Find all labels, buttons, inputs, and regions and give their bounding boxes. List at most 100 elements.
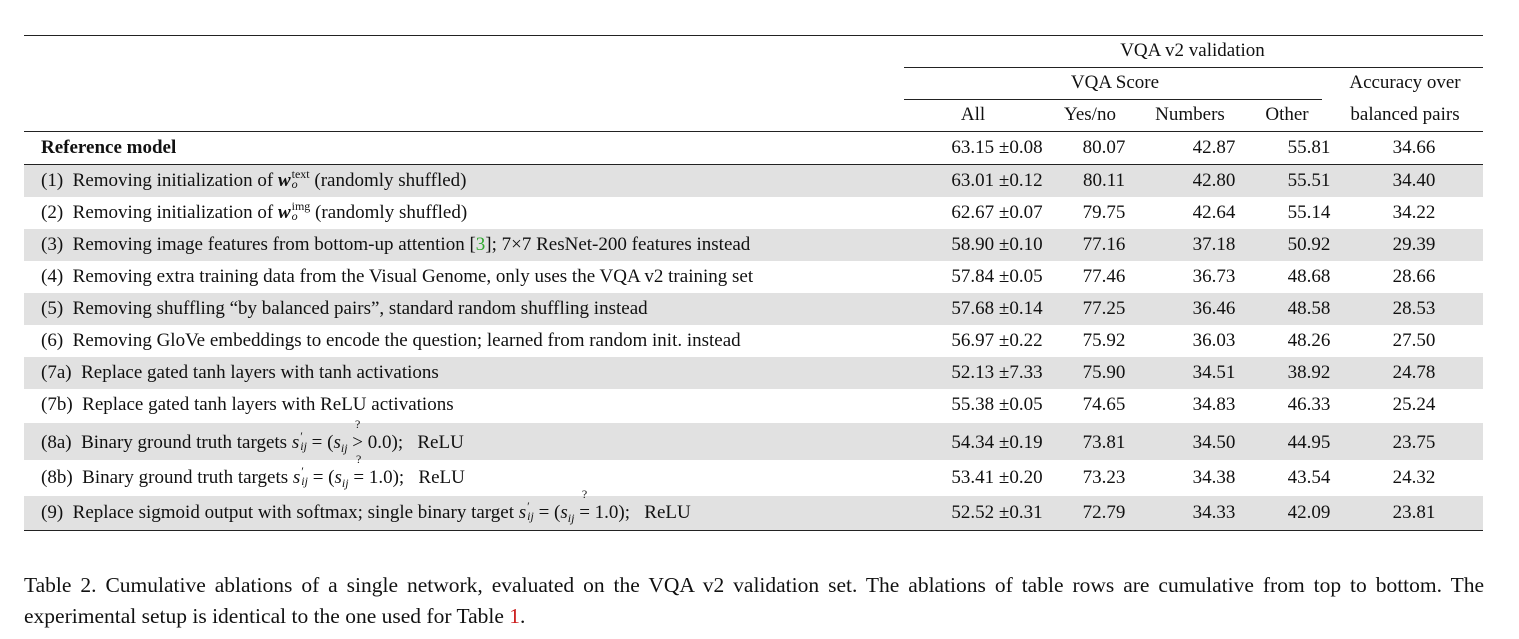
reference-yesno: 80.07: [1082, 137, 1126, 158]
cell-yesno: 75.90: [1082, 362, 1126, 383]
cell-all: 57.68 ±0.14: [951, 298, 1043, 319]
cell-all: 63.01 ±0.12: [951, 170, 1043, 191]
table-row: (9) Replace sigmoid output with softmax;…: [24, 487, 1483, 529]
cell-numbers: 36.46: [1192, 298, 1236, 319]
header-vqa-v2-validation: VQA v2 validation: [1120, 40, 1265, 61]
cell-other: 50.92: [1287, 234, 1331, 255]
table-row: (8b) Binary ground truth targets s ′ ij = …: [24, 452, 1483, 494]
row-description: (6) Removing GloVe embeddings to encode …: [41, 330, 741, 351]
header-col-other: Other: [1265, 104, 1309, 125]
row-band-1: [24, 165, 1483, 197]
cell-yesno: 79.75: [1082, 202, 1126, 223]
header-col-numbers: Numbers: [1155, 104, 1225, 125]
cell-numbers: 37.18: [1192, 234, 1236, 255]
table-row: (2) Removing initialization of w img o (ra…: [24, 197, 1483, 229]
row-band-5: [24, 293, 1483, 325]
cell-accuracy: 27.50: [1392, 330, 1436, 351]
cell-yesno: 77.25: [1082, 298, 1126, 319]
cell-accuracy: 24.78: [1392, 362, 1436, 383]
table-row: (7b) Replace gated tanh layers with ReLU…: [24, 389, 1483, 421]
row-description: (2) Removing initialization of w img o (ra…: [41, 199, 468, 223]
cell-other: 38.92: [1287, 362, 1331, 383]
table-row: (1) Removing initialization of w text o (r…: [24, 165, 1483, 197]
cell-all: 53.41 ±0.20: [951, 467, 1043, 488]
cell-all: 52.52 ±0.31: [951, 502, 1043, 523]
reference-other: 55.81: [1287, 137, 1331, 158]
cell-accuracy: 25.24: [1392, 394, 1436, 415]
cell-numbers: 42.80: [1192, 170, 1236, 191]
table-row: (4) Removing extra training data from th…: [24, 261, 1483, 293]
cell-other: 43.54: [1287, 467, 1331, 488]
cell-other: 48.68: [1287, 266, 1331, 287]
table-bottom-rule: [24, 530, 1483, 531]
row-description: (1) Removing initialization of w text o (r…: [41, 167, 467, 191]
cell-yesno: 73.81: [1082, 432, 1126, 453]
cell-yesno: 77.16: [1082, 234, 1126, 255]
cell-all: 57.84 ±0.05: [951, 266, 1043, 287]
row-band-9: [24, 496, 1483, 530]
cell-all: 56.97 ±0.22: [951, 330, 1043, 351]
table-top-rule: [24, 35, 1483, 36]
cell-yesno: 77.46: [1082, 266, 1126, 287]
cell-other: 46.33: [1287, 394, 1331, 415]
header-bottom-rule: [24, 131, 1483, 132]
row-description: (7b) Replace gated tanh layers with ReLU…: [41, 394, 454, 415]
table-row: (8a) Binary ground truth targets s ′ ij = …: [24, 417, 1483, 459]
stacked-operator: ? >: [352, 417, 363, 453]
header-group-rule: [904, 67, 1483, 68]
table-reference-link[interactable]: 1: [509, 604, 521, 628]
cell-numbers: 36.73: [1192, 266, 1236, 287]
cell-accuracy: 34.22: [1392, 202, 1436, 223]
row-description: (7a) Replace gated tanh layers with tanh…: [41, 362, 439, 383]
header-col-all: All: [960, 104, 986, 125]
reference-row: Reference model 63.15 ±0.08 80.07 42.87 …: [24, 132, 1483, 164]
citation-link[interactable]: 3: [475, 234, 486, 255]
cell-other: 55.14: [1287, 202, 1331, 223]
cell-numbers: 34.51: [1192, 362, 1236, 383]
cell-other: 42.09: [1287, 502, 1331, 523]
reference-label: Reference model: [41, 137, 177, 158]
cell-all: 58.90 ±0.10: [951, 234, 1043, 255]
reference-accuracy: 34.66: [1392, 137, 1436, 158]
cell-numbers: 34.38: [1192, 467, 1236, 488]
reference-rule: [24, 164, 1483, 165]
table-row: (6) Removing GloVe embeddings to encode …: [24, 325, 1483, 357]
header-vqa-score: VQA Score: [1070, 72, 1160, 93]
row-description: (8a) Binary ground truth targets s ′ ij = …: [41, 417, 464, 455]
reference-all: 63.15 ±0.08: [951, 137, 1043, 158]
cell-all: 62.67 ±0.07: [951, 202, 1043, 223]
cell-accuracy: 29.39: [1392, 234, 1436, 255]
table-row: (3) Removing image features from bottom-…: [24, 229, 1483, 261]
cell-numbers: 34.33: [1192, 502, 1236, 523]
row-band-7a: [24, 357, 1483, 389]
row-description: (9) Replace sigmoid output with softmax;…: [41, 487, 691, 525]
stacked-operator: ? =: [579, 487, 590, 523]
row-description: (4) Removing extra training data from th…: [41, 266, 754, 287]
header-accuracy-line1: Accuracy over: [1349, 72, 1461, 93]
cell-all: 55.38 ±0.05: [951, 394, 1043, 415]
header-col-yesno: Yes/no: [1064, 104, 1116, 125]
cell-other: 44.95: [1287, 432, 1331, 453]
reference-numbers: 42.87: [1192, 137, 1236, 158]
cell-yesno: 74.65: [1082, 394, 1126, 415]
cell-yesno: 80.11: [1082, 170, 1126, 191]
row-band-3: [24, 229, 1483, 261]
cell-all: 52.13 ±7.33: [951, 362, 1043, 383]
cell-accuracy: 28.53: [1392, 298, 1436, 319]
cell-other: 48.58: [1287, 298, 1331, 319]
cell-accuracy: 34.40: [1392, 170, 1436, 191]
cell-numbers: 34.50: [1192, 432, 1236, 453]
table-row: (7a) Replace gated tanh layers with tanh…: [24, 357, 1483, 389]
header-score-rule: [904, 99, 1322, 100]
cell-accuracy: 24.32: [1392, 467, 1436, 488]
cell-numbers: 42.64: [1192, 202, 1236, 223]
cell-accuracy: 23.81: [1392, 502, 1436, 523]
cell-yesno: 72.79: [1082, 502, 1126, 523]
cell-yesno: 73.23: [1082, 467, 1126, 488]
cell-numbers: 34.83: [1192, 394, 1236, 415]
row-description: (8b) Binary ground truth targets s ′ ij = …: [41, 452, 465, 490]
cell-yesno: 75.92: [1082, 330, 1126, 351]
row-description: (3) Removing image features from bottom-…: [41, 234, 751, 255]
cell-accuracy: 28.66: [1392, 266, 1436, 287]
row-band-8a: [24, 423, 1483, 460]
